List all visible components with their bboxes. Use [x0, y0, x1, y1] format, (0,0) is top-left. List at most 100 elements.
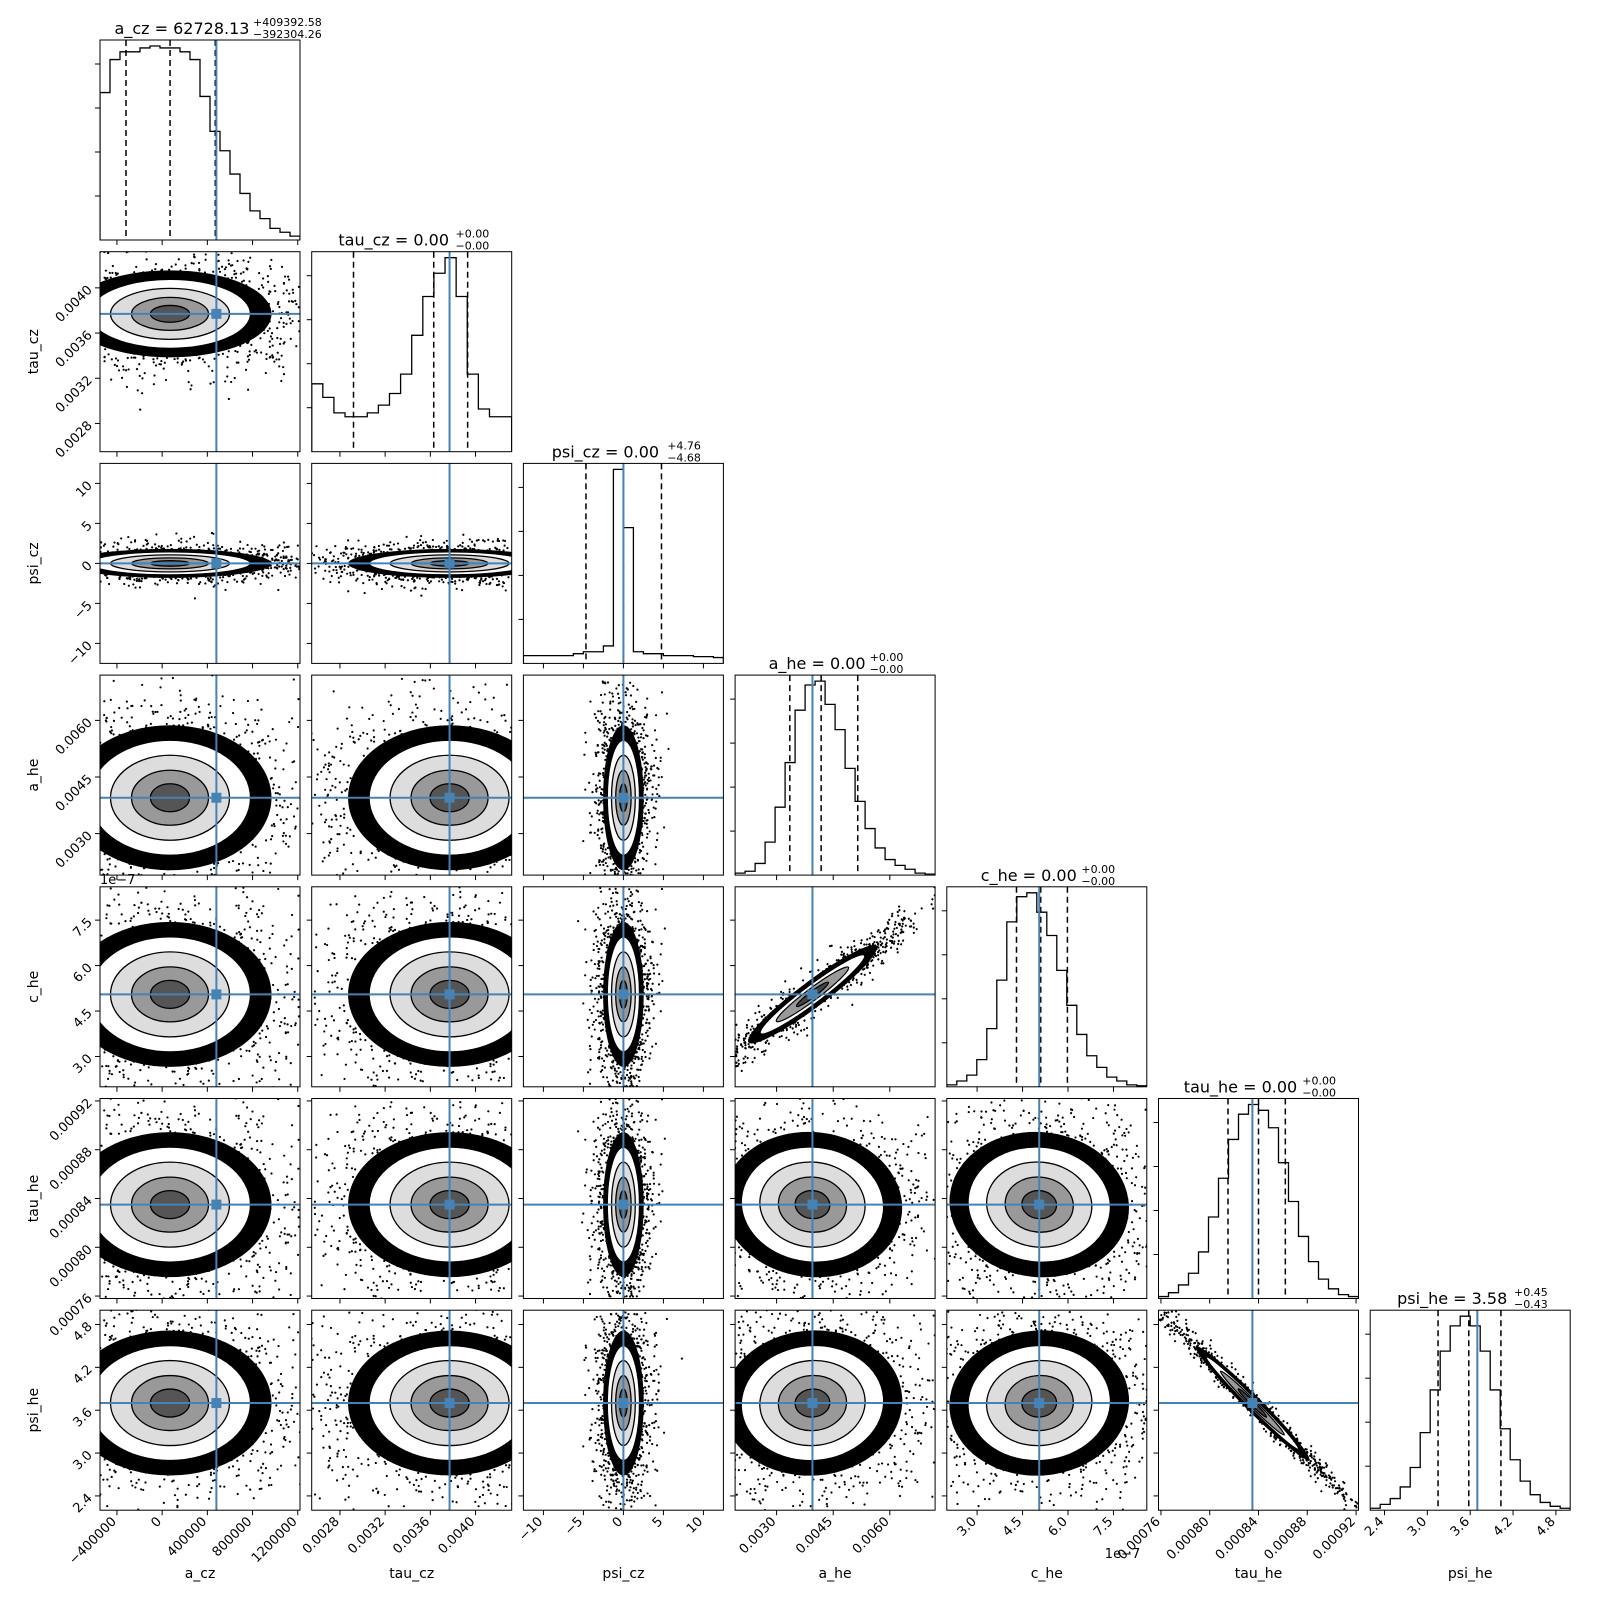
scatter-point	[141, 577, 143, 579]
scatter-point	[346, 573, 348, 575]
scatter-point	[88, 828, 90, 830]
scatter-point	[33, 259, 35, 261]
scatter-point	[237, 362, 239, 364]
scatter-point	[462, 542, 464, 544]
scatter-point	[314, 296, 316, 298]
scatter-point	[92, 318, 94, 320]
scatter-point	[274, 767, 276, 769]
scatter-point	[128, 368, 130, 370]
scatter-point	[231, 277, 233, 279]
scatter-point	[69, 278, 71, 280]
scatter-point	[328, 570, 330, 572]
hist-title-c_he: c_he = 0.00	[981, 866, 1077, 886]
scatter-point	[284, 546, 286, 548]
scatter-point	[533, 557, 535, 559]
scatter-point	[43, 569, 45, 571]
scatter-point	[111, 358, 113, 360]
scatter-point	[551, 550, 553, 552]
scatter-point	[288, 293, 290, 295]
scatter-point	[207, 542, 209, 544]
scatter-point	[92, 754, 94, 756]
scatter-point	[226, 581, 228, 583]
scatter-point	[250, 551, 252, 553]
scatter-point	[545, 569, 547, 571]
scatter-point	[65, 582, 67, 584]
scatter-point	[16, 275, 18, 277]
scatter-point	[536, 558, 538, 560]
scatter-point	[271, 354, 273, 356]
scatter-point	[517, 558, 519, 560]
scatter-point	[82, 552, 84, 554]
scatter-point	[70, 567, 72, 569]
scatter-point	[530, 556, 532, 558]
scatter-point	[18, 826, 20, 828]
scatter-point	[57, 562, 59, 564]
scatter-point	[384, 581, 386, 583]
scatter-point	[146, 898, 148, 900]
scatter-point	[536, 551, 538, 553]
scatter-point	[525, 577, 527, 579]
scatter-point	[50, 350, 52, 352]
scatter-point	[272, 728, 274, 730]
scatter-point	[525, 574, 527, 576]
scatter-point	[123, 583, 125, 585]
scatter-point	[231, 252, 233, 254]
scatter-point	[375, 550, 377, 552]
scatter-point	[107, 353, 109, 355]
scatter-point	[27, 873, 29, 875]
scatter-point	[52, 576, 54, 578]
hist-panel-a_cz: a_cz = 62728.13 +409392.58−392304.26	[95, 16, 322, 245]
scatter-point	[454, 580, 456, 582]
scatter-point	[78, 322, 80, 324]
scatter-point	[462, 534, 464, 536]
scatter-point	[182, 247, 184, 249]
truth-marker	[211, 309, 221, 319]
scatter-point	[247, 724, 249, 726]
scatter-point	[267, 577, 269, 579]
scatter-point	[281, 355, 283, 357]
scatter-point	[521, 551, 523, 553]
scatter-point	[345, 557, 347, 559]
scatter-point	[270, 268, 272, 270]
scatter-point	[178, 540, 180, 542]
scatter-point	[282, 768, 284, 770]
scatter-point	[273, 783, 275, 785]
scatter-point	[535, 562, 537, 564]
scatter-point	[5, 568, 7, 570]
scatter-point	[66, 561, 68, 563]
scatter-point	[285, 323, 287, 325]
scatter-point	[270, 567, 272, 569]
scatter-point	[153, 361, 155, 363]
scatter-point	[50, 774, 52, 776]
scatter-point	[254, 719, 256, 721]
scatter-point	[267, 567, 269, 569]
scatter-point	[96, 284, 98, 286]
scatter-point	[610, 560, 612, 562]
scatter-point	[62, 290, 64, 292]
scatter-point	[205, 253, 207, 255]
scatter-point	[569, 550, 571, 552]
scatter-point	[242, 259, 244, 261]
scatter-point	[338, 577, 340, 579]
scatter-point	[130, 357, 132, 359]
scatter-point	[304, 324, 306, 326]
scatter-point	[78, 558, 80, 560]
scatter-point	[90, 554, 92, 556]
scatter-point	[60, 330, 62, 332]
scatter-point	[425, 541, 427, 543]
scatter-point	[53, 264, 55, 266]
scatter-point	[280, 884, 282, 886]
scatter-point	[314, 567, 316, 569]
scatter-point	[277, 589, 279, 591]
scatter-point	[557, 565, 559, 567]
scatter-point	[507, 576, 509, 578]
scatter-point	[347, 566, 349, 568]
scatter-point	[96, 579, 98, 581]
scatter-point	[90, 310, 92, 312]
scatter-point	[546, 569, 548, 571]
scatter-point	[315, 572, 317, 574]
scatter-point	[86, 552, 88, 554]
scatter-point	[297, 545, 299, 547]
scatter-point	[576, 572, 578, 574]
scatter-point	[70, 566, 72, 568]
